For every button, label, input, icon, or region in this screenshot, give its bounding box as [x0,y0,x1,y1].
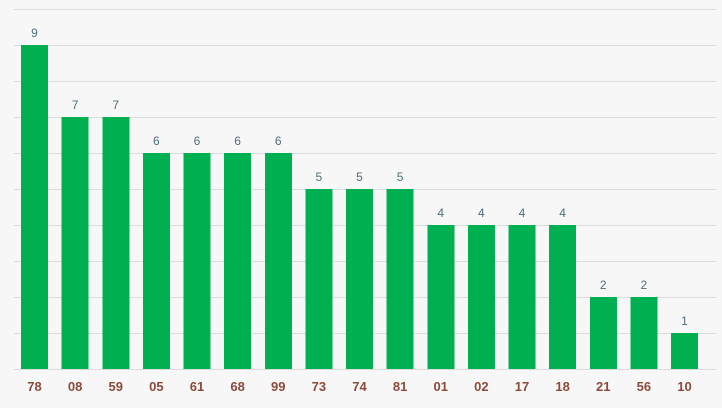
value-label-74: 5 [356,170,363,184]
bar-21 [589,297,617,369]
value-label-81: 5 [397,170,404,184]
bar-10 [671,333,698,369]
bar-73 [305,189,333,369]
category-label-73: 73 [312,379,326,394]
bar-18 [549,225,577,369]
category-label-78: 78 [27,379,41,394]
value-label-59: 7 [112,98,119,112]
bar-02 [467,225,495,369]
value-label-73: 5 [316,170,323,184]
value-label-01: 4 [437,206,444,220]
category-label-08: 08 [68,379,82,394]
bar-layer [21,45,698,369]
value-label-08: 7 [72,98,79,112]
category-label-17: 17 [515,379,529,394]
category-label-21: 21 [596,379,610,394]
value-label-99: 6 [275,134,282,148]
category-label-02: 02 [474,379,488,394]
category-label-59: 59 [109,379,123,394]
bar-05 [142,153,170,369]
bar-74 [346,189,373,369]
category-label-56: 56 [637,379,651,394]
value-label-18: 4 [559,206,566,220]
category-label-10: 10 [677,379,691,394]
category-label-74: 74 [352,379,367,394]
value-label-78: 9 [31,26,38,40]
bar-01 [427,225,455,369]
value-label-layer: 9 7 7 6 6 6 6 5 5 5 4 4 4 4 2 2 1 [31,26,688,328]
category-label-05: 05 [149,379,163,394]
category-label-layer: 78 08 59 05 61 68 99 73 74 81 01 02 17 18 21 56 10 [27,379,691,394]
value-label-10: 1 [681,314,688,328]
value-label-68: 6 [234,134,241,148]
value-label-05: 6 [153,134,160,148]
bar-61 [183,153,211,369]
bar-68 [224,153,252,369]
bar-81 [386,189,414,369]
bar-78 [21,45,48,369]
value-label-02: 4 [478,206,485,220]
value-label-21: 2 [600,278,607,292]
category-label-61: 61 [190,379,204,394]
bar-56 [630,297,658,369]
bar-17 [508,225,536,369]
bar-08 [61,117,89,369]
value-label-56: 2 [641,278,648,292]
category-label-99: 99 [271,379,285,394]
bar-99 [264,153,292,369]
value-label-61: 6 [194,134,201,148]
category-label-01: 01 [434,379,448,394]
bar-59 [102,117,130,369]
category-label-18: 18 [555,379,569,394]
category-label-68: 68 [230,379,244,394]
value-label-17: 4 [519,206,526,220]
category-label-81: 81 [393,379,407,394]
